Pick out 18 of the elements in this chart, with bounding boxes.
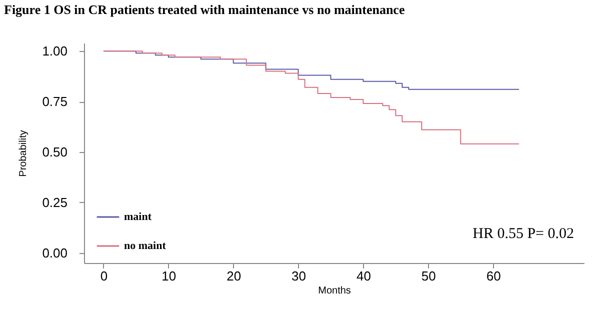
x-tick-label: 50 (421, 268, 436, 284)
y-tick-label: 0.75 (42, 94, 68, 110)
x-tick-label: 40 (356, 268, 371, 284)
y-tick-label: 0.50 (42, 144, 68, 160)
y-axis-title: Probability (18, 130, 30, 177)
x-tick-label: 60 (486, 268, 501, 284)
legend-label: maint (124, 211, 152, 223)
y-tick-label: 0.00 (42, 245, 68, 260)
x-axis-title: Months (318, 286, 351, 296)
y-tick-label: 0.25 (42, 194, 68, 210)
legend-label: no maint (124, 240, 166, 252)
chart-title: Figure 1 OS in CR patients treated with maintenance vs no maintenance (4, 2, 405, 17)
x-tick-label: 0 (100, 268, 108, 284)
x-tick-label: 30 (292, 268, 306, 284)
x-tick-label: 10 (162, 268, 176, 284)
annotation: HR 0.55 P= 0.02 (472, 226, 574, 242)
x-tick-label: 20 (226, 268, 242, 284)
y-tick-label: 1.00 (42, 44, 68, 59)
